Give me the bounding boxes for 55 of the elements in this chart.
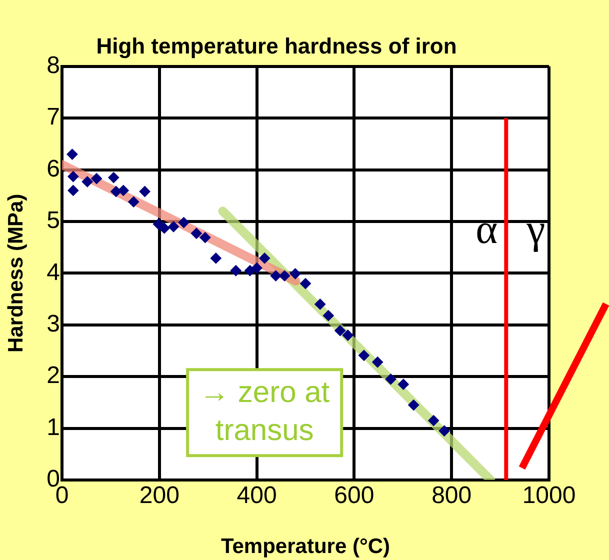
point	[68, 171, 79, 182]
point	[385, 374, 396, 385]
annotation: α	[476, 206, 498, 253]
point	[259, 252, 270, 264]
point	[158, 222, 170, 234]
point	[230, 265, 242, 276]
point	[68, 184, 79, 196]
point	[168, 221, 180, 232]
point	[200, 232, 211, 244]
point	[251, 262, 262, 274]
point	[244, 265, 256, 276]
point	[279, 270, 290, 282]
point	[118, 184, 129, 196]
y-tick-label: 2	[46, 362, 60, 390]
x-tick-label: 200	[139, 482, 180, 510]
point	[108, 172, 120, 184]
point	[300, 278, 311, 290]
annotation: → zero at transus	[200, 376, 330, 447]
point	[428, 415, 440, 426]
point	[190, 228, 202, 239]
y-tick-label: 7	[46, 104, 60, 131]
y-tick-label: 1	[46, 414, 60, 441]
point	[128, 196, 140, 208]
point	[178, 217, 190, 228]
point	[438, 425, 450, 436]
point	[322, 310, 334, 322]
y-tick-label: 5	[46, 207, 60, 234]
point	[66, 148, 78, 160]
point	[398, 378, 409, 390]
point	[91, 173, 102, 184]
point	[82, 176, 93, 188]
point	[372, 356, 384, 368]
x-axis-title: Temperature (°C)	[220, 535, 390, 558]
annotation: γ	[526, 206, 546, 253]
point	[139, 186, 150, 198]
point	[270, 270, 282, 282]
x-tick-label: 400	[236, 482, 277, 510]
point	[408, 400, 420, 411]
x-tick-label: 1000	[522, 482, 576, 510]
point	[152, 218, 164, 230]
y-tick-label: 4	[46, 258, 60, 286]
x-tick-label: 800	[432, 482, 472, 510]
point	[210, 252, 222, 264]
point	[358, 350, 370, 361]
point	[290, 268, 301, 280]
point	[110, 186, 122, 198]
x-tick-label: 600	[334, 482, 374, 510]
chart-title: High temperature hardness of iron	[96, 33, 457, 58]
y-tick-label: 8	[46, 52, 60, 80]
y-axis-title: Hardness (MPa)	[4, 194, 28, 353]
y-tick-label: 3	[46, 310, 60, 338]
point	[314, 298, 326, 310]
point	[334, 325, 346, 336]
y-tick-label: 6	[46, 155, 60, 182]
point	[342, 330, 354, 341]
